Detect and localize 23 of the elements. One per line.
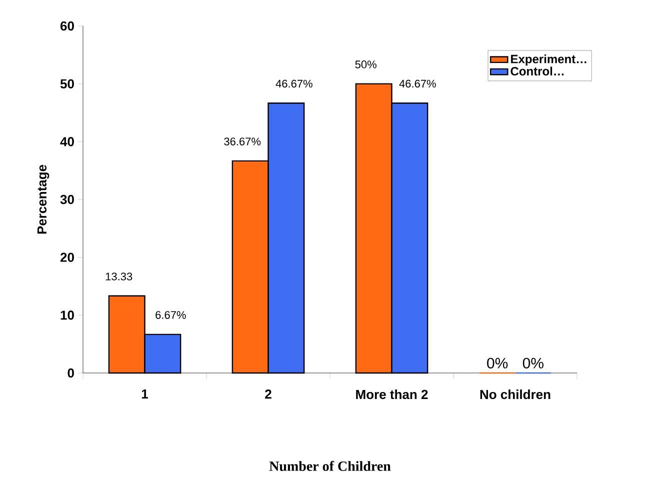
- legend-label: Experiment…: [511, 54, 586, 66]
- x-tick-label: 2: [265, 390, 272, 399]
- x-axis-title: Number of Children: [269, 460, 391, 471]
- legend-label: Control…: [510, 66, 564, 76]
- x-tick-label: 1: [142, 390, 148, 398]
- y-tick-label: 20: [60, 252, 74, 262]
- data-label: 50%: [355, 60, 376, 68]
- data-label: 46.67%: [399, 80, 436, 88]
- y-axis-title: Percentage: [37, 164, 50, 234]
- x-tick-label: No children: [480, 390, 550, 400]
- data-label: 36.67%: [224, 138, 261, 146]
- data-label: 0%: [522, 358, 544, 368]
- x-tick-label: More than 2: [356, 390, 428, 400]
- y-tick-label: 0: [68, 368, 74, 378]
- data-label: 13.33: [106, 272, 132, 280]
- data-label: 6.67%: [156, 311, 186, 319]
- y-tick-label: 50: [60, 79, 74, 88]
- y-tick-label: 40: [60, 137, 74, 146]
- data-label: 0%: [487, 358, 508, 368]
- y-tick-label: 30: [60, 194, 74, 204]
- y-tick-label: 60: [60, 21, 74, 31]
- y-tick-label: 10: [60, 310, 74, 320]
- data-label: 46.67%: [276, 80, 312, 88]
